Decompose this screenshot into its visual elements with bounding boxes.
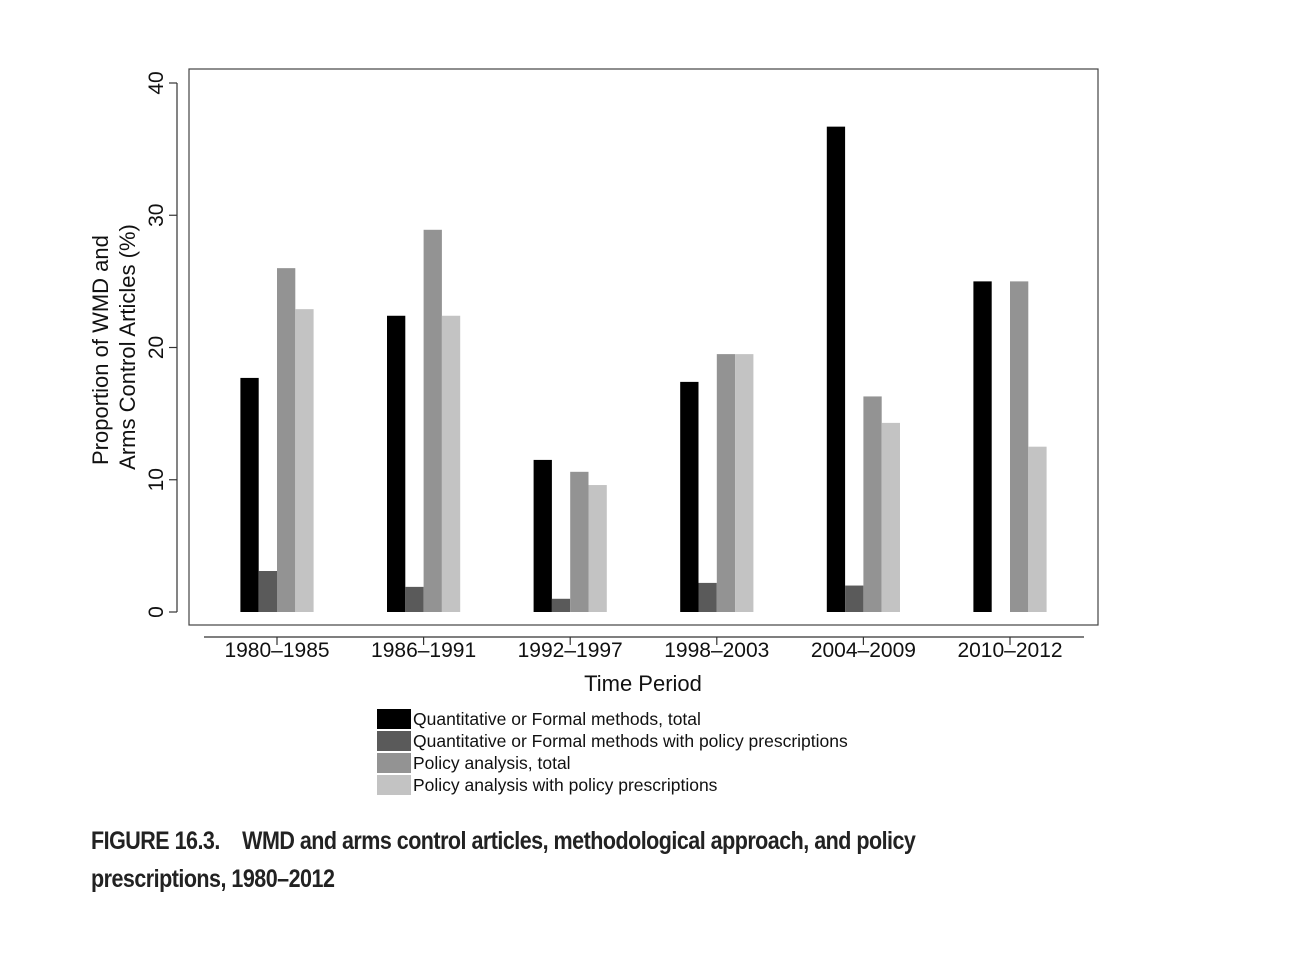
bar [698,582,717,612]
figure-caption-text: WMD and arms control articles, methodolo… [91,827,916,893]
figure-caption: FIGURE 16.3. WMD and arms control article… [91,822,917,898]
legend-label: Quantitative or Formal methods with poli… [413,731,848,751]
bar-chart: 0 10 20 30 40 1980–1985 1986–1991 1992–1997 199… [88,68,1099,795]
bar [258,571,277,612]
bar [240,377,259,612]
bar [863,396,882,612]
legend-label: Quantitative or Formal methods, total [413,709,701,729]
bar [716,354,736,612]
legend-swatch [377,753,411,773]
bar [845,585,864,612]
figure-label: FIGURE 16.3. [91,827,220,855]
bar [1028,446,1047,612]
x-axis-ticks: 1980–1985 1986–1991 1992–1997 1998–2003 2004… [224,637,1063,662]
plot-frame [188,68,1099,626]
bar [680,381,699,612]
bar [973,281,992,612]
legend-swatch [377,709,411,729]
legend-swatch [377,775,411,795]
bar [881,422,900,612]
x-tick-label: 1992–1997 [518,639,623,662]
bar [405,586,424,612]
y-tick-label: 20 [145,336,168,359]
y-tick-label: 40 [145,71,168,94]
x-tick-label: 1980–1985 [224,639,329,662]
bar [588,485,607,612]
y-tick-label: 30 [145,204,168,227]
bar [1010,281,1029,612]
y-axis-ticks: 0 10 20 30 40 [145,71,177,618]
bar [423,229,442,613]
x-tick-label: 2004–2009 [811,639,916,662]
y-axis-title-line-1: Proportion of WMD and [88,235,113,465]
bar [295,309,314,612]
x-tick-label: 1998–2003 [664,639,769,662]
legend-label: Policy analysis with policy prescription… [413,775,718,795]
bar [735,354,754,612]
y-tick-label: 10 [145,468,168,491]
y-axis-title-line-2: Arms Control Articles (%) [115,224,140,470]
bar [533,459,552,612]
bar [826,126,846,612]
bar [551,598,571,612]
legend-label: Policy analysis, total [413,753,571,773]
legend: Quantitative or Formal methods, totalQua… [377,709,848,795]
x-axis-title: Time Period [584,671,702,696]
y-tick-label: 0 [145,606,168,618]
x-tick-label: 2010–2012 [957,639,1062,662]
bars-group [240,126,1047,613]
bar [277,268,296,612]
legend-swatch [377,731,411,751]
bar [387,315,406,612]
bar [570,471,589,612]
bar [441,315,461,612]
y-axis-title: Proportion of WMD and Arms Control Artic… [88,224,140,470]
x-tick-label: 1986–1991 [371,639,476,662]
